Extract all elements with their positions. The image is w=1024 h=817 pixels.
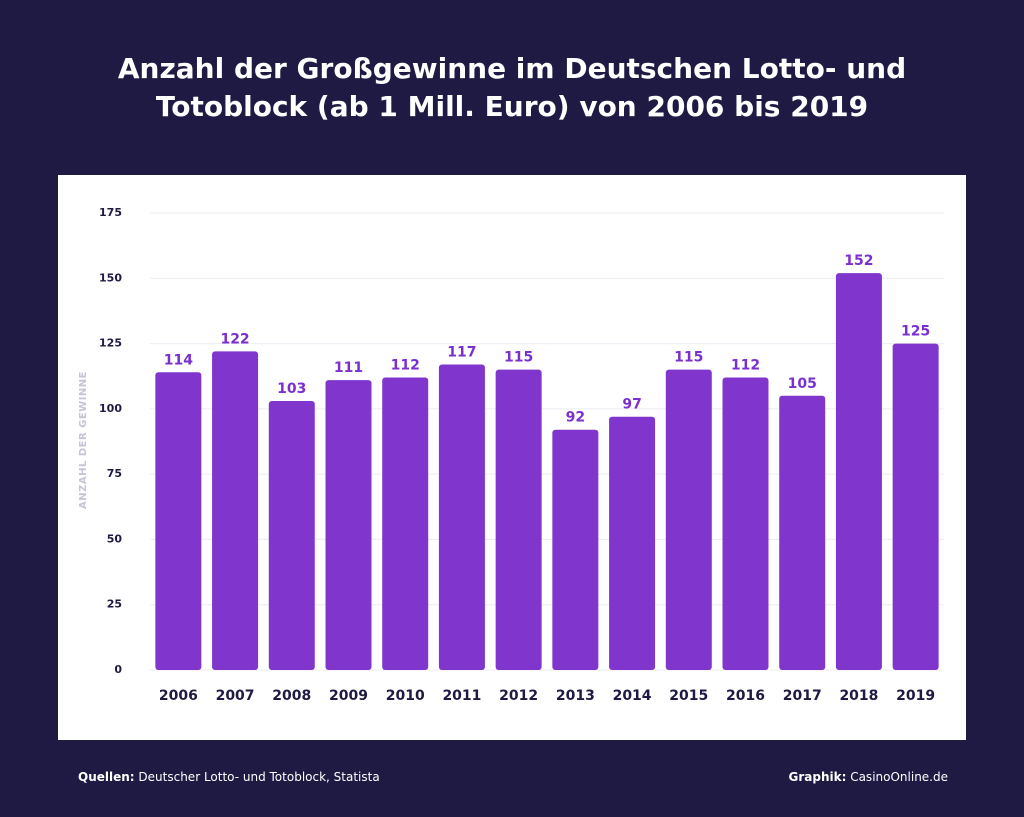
value-label: 111 <box>334 360 363 376</box>
bar <box>438 364 485 670</box>
bar <box>325 380 372 670</box>
y-tick-label: 125 <box>99 337 122 350</box>
value-label: 112 <box>391 358 420 374</box>
x-tick-label: 2013 <box>556 688 595 704</box>
x-tick-label: 2009 <box>329 688 368 704</box>
bar <box>268 401 315 670</box>
source: Quellen: Deutscher Lotto- und Totoblock,… <box>78 770 380 784</box>
y-tick-label: 50 <box>107 532 123 545</box>
bar <box>609 416 656 670</box>
value-label: 115 <box>504 350 533 366</box>
y-tick-label: 100 <box>99 402 122 415</box>
chart-title: Anzahl der Großgewinne im Deutschen Lott… <box>117 52 907 123</box>
y-tick-label: 175 <box>99 206 122 219</box>
bar <box>665 369 712 670</box>
source-text: Deutscher Lotto- und Totoblock, Statista <box>138 770 380 784</box>
x-tick-label: 2015 <box>669 688 708 704</box>
y-tick-label: 0 <box>114 663 122 676</box>
value-label: 125 <box>901 324 930 340</box>
bar <box>722 377 769 670</box>
value-label: 117 <box>447 344 476 360</box>
bar <box>835 273 882 670</box>
bar <box>155 372 202 670</box>
value-label: 105 <box>788 376 817 392</box>
bar <box>892 343 939 670</box>
x-tick-label: 2012 <box>499 688 538 704</box>
x-tick-label: 2010 <box>386 688 425 704</box>
bar <box>779 395 826 670</box>
y-tick-label: 150 <box>99 271 122 284</box>
value-label: 115 <box>674 350 703 366</box>
bar <box>212 351 259 670</box>
credit-label: Graphik: <box>788 770 847 784</box>
value-label: 103 <box>277 381 306 397</box>
bar <box>382 377 429 670</box>
x-tick-label: 2008 <box>272 688 311 704</box>
value-label: 97 <box>622 397 641 413</box>
source-label: Quellen: <box>78 770 135 784</box>
y-tick-label: 75 <box>107 467 122 480</box>
y-axis-label: ANZAHL DER GEWINNE <box>78 371 89 509</box>
x-tick-label: 2016 <box>726 688 765 704</box>
x-tick-label: 2017 <box>783 688 822 704</box>
credit: Graphik: CasinoOnline.de <box>788 770 948 784</box>
credit-text: CasinoOnline.de <box>850 770 948 784</box>
x-tick-label: 2018 <box>839 688 878 704</box>
value-label: 152 <box>844 253 873 269</box>
x-tick-label: 2011 <box>442 688 481 704</box>
value-label: 114 <box>164 352 193 368</box>
x-tick-label: 2019 <box>896 688 935 704</box>
x-tick-label: 2006 <box>159 688 198 704</box>
x-tick-label: 2014 <box>613 688 652 704</box>
chart: ANZAHL DER GEWINNE 0 25 50 75 100 125 150 175 20… <box>58 175 966 740</box>
bar <box>552 429 599 670</box>
value-label: 92 <box>566 410 585 426</box>
value-label: 112 <box>731 358 760 374</box>
bar <box>495 369 542 670</box>
x-tick-label: 2007 <box>216 688 255 704</box>
value-label: 122 <box>220 331 249 347</box>
y-tick-label: 25 <box>107 598 122 611</box>
